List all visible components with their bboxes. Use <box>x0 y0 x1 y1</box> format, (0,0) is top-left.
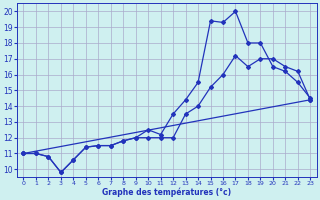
X-axis label: Graphe des températures (°c): Graphe des températures (°c) <box>102 187 231 197</box>
